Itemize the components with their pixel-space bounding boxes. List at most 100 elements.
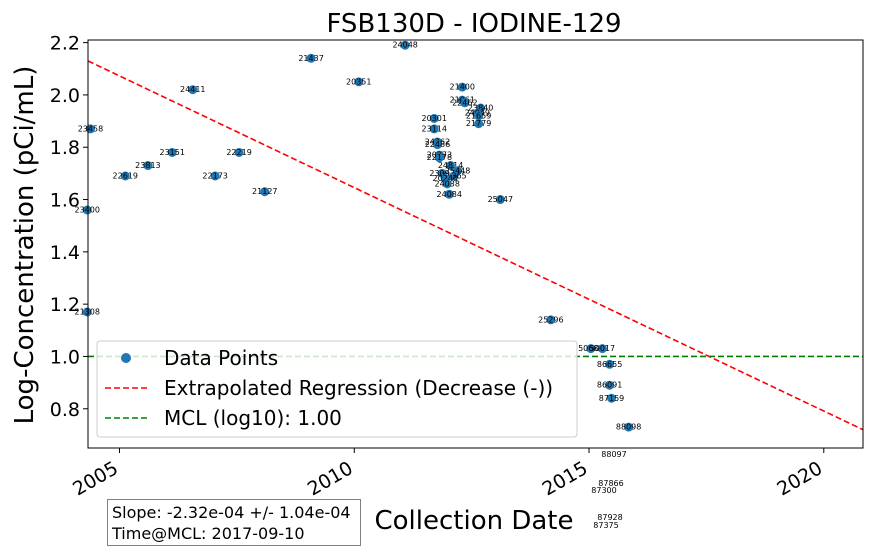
x-tick-label: 2010: [304, 457, 357, 500]
data-point-label: 87159: [599, 394, 624, 403]
data-point-label: 21400: [450, 83, 475, 92]
data-point: [546, 315, 556, 325]
data-point: [457, 82, 467, 92]
data-point-label: 20351: [346, 77, 371, 86]
data-point-label: 23151: [159, 148, 184, 157]
x-axis-label: Collection Date: [374, 506, 573, 536]
data-point: [444, 189, 454, 199]
data-point-label: 20301: [422, 114, 447, 123]
data-point: [442, 179, 452, 189]
legend-marker-points: [121, 353, 131, 363]
data-point-label: 23813: [135, 161, 160, 170]
data-point: [495, 195, 505, 205]
chart-title: FSB130D - IODINE-129: [326, 9, 621, 39]
data-point: [446, 161, 456, 171]
data-point: [120, 171, 130, 181]
data-point-label: 24084: [437, 190, 462, 199]
legend-label-mcl: MCL (log10): 1.00: [164, 406, 342, 430]
data-point-label: 21659: [466, 111, 491, 120]
data-point-label: 24411: [180, 85, 205, 94]
legend-label-regression: Extrapolated Regression (Decrease (-)): [164, 376, 553, 400]
data-point-label: 24038: [434, 179, 459, 188]
data-point: [432, 140, 442, 150]
data-point-label: 22462: [452, 98, 477, 107]
data-point: [354, 77, 364, 87]
y-tick-label: 1.2: [50, 294, 80, 316]
data-point-label: 22486: [425, 140, 450, 149]
data-point-label: 23458: [78, 124, 103, 133]
data-point-label: 23092: [429, 169, 454, 178]
data-point: [143, 161, 153, 171]
offscale-point-label: 87300: [591, 486, 616, 495]
data-point-label: 22219: [226, 148, 251, 157]
data-point: [260, 187, 270, 197]
data-point: [167, 147, 177, 157]
data-point-label: 21308: [75, 308, 100, 317]
data-point: [605, 359, 615, 369]
data-point: [234, 147, 244, 157]
data-point-label: 25047: [488, 195, 513, 204]
x-tick-label: 2005: [69, 457, 122, 500]
data-point-label: 86091: [597, 381, 622, 390]
data-point: [188, 85, 198, 95]
y-tick-label: 1.6: [50, 190, 80, 212]
data-point: [429, 113, 439, 123]
data-point: [449, 171, 459, 181]
data-point-label: 24048: [392, 41, 417, 50]
data-point-label: 88098: [616, 423, 641, 432]
data-point: [429, 124, 439, 134]
data-point-label: 21365: [441, 172, 466, 181]
data-point-label: 20240: [433, 174, 458, 183]
data-point: [82, 205, 92, 215]
data-point: [82, 307, 92, 317]
axes-frame: [87, 39, 864, 449]
data-point-label: 21779: [466, 119, 491, 128]
y-tick-label: 0.8: [50, 399, 80, 421]
data-point: [434, 153, 444, 163]
data-point: [210, 171, 220, 181]
data-point-label: 50680: [578, 344, 603, 353]
y-tick-label: 1.4: [50, 242, 80, 264]
offscale-point-label: 87928: [597, 513, 622, 522]
y-tick-label: 2.2: [50, 33, 80, 55]
data-point: [460, 98, 470, 108]
data-point-label: 23840: [468, 104, 493, 113]
data-point: [400, 40, 410, 50]
data-point-label: 21437: [298, 54, 323, 63]
data-point: [474, 119, 484, 129]
regression-line: [87, 60, 864, 431]
data-point-label: 22173: [202, 172, 227, 181]
x-tick-label: 2015: [539, 457, 592, 500]
data-point: [474, 111, 484, 121]
stats-box: Slope: -2.32e-04 +/- 1.04e-04 Time@MCL: …: [107, 499, 361, 546]
data-point-label: 50017: [590, 344, 615, 353]
legend: Data Points Extrapolated Regression (Dec…: [96, 340, 578, 438]
data-point: [624, 422, 634, 432]
data-point-label: 23114: [422, 124, 447, 133]
data-point: [605, 380, 615, 390]
y-tick-label: 1.8: [50, 137, 80, 159]
y-tick-label: 2.0: [50, 85, 80, 107]
data-point: [586, 344, 596, 354]
data-point-label: 23400: [75, 206, 100, 215]
time-at-mcl-text: Time@MCL: 2017-09-10: [112, 524, 305, 543]
data-point-label: 24814: [438, 161, 463, 170]
data-point-label: 21127: [252, 187, 277, 196]
data-point-label: 86655: [597, 360, 622, 369]
offscale-point-label: 87866: [598, 479, 623, 488]
data-point: [306, 53, 316, 63]
data-point: [607, 393, 617, 403]
offscale-point-label: 87375: [593, 521, 618, 530]
data-point-label: 25296: [538, 315, 563, 324]
legend-box: [96, 340, 578, 438]
x-tick-label: 2020: [773, 457, 826, 500]
slope-text: Slope: -2.32e-04 +/- 1.04e-04: [112, 503, 351, 522]
legend-label-points: Data Points: [164, 346, 278, 370]
y-tick-label: 1.0: [50, 346, 80, 368]
data-point-label: 22619: [113, 172, 138, 181]
offscale-point-label: 88097: [601, 450, 626, 459]
data-point-label: 25448: [445, 166, 470, 175]
y-axis-label: Log-Concentration (pCi/mL): [10, 66, 40, 425]
